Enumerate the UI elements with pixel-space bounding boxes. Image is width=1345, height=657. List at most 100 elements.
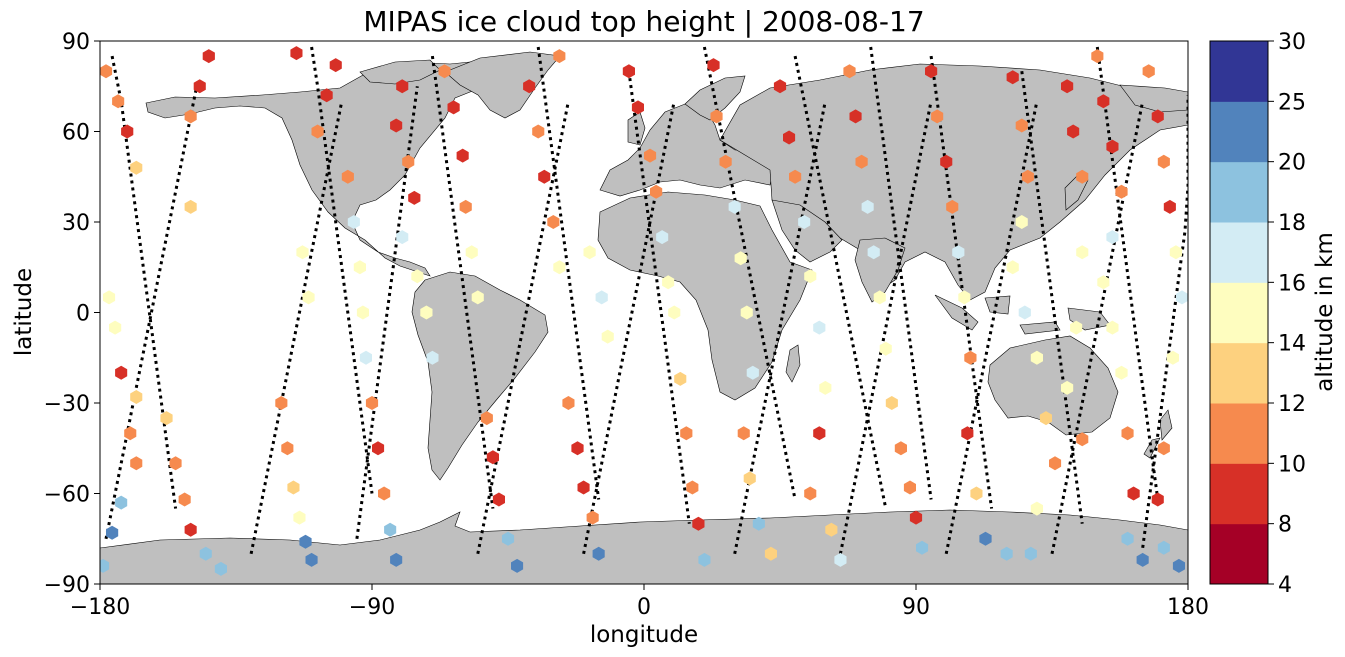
cloud-point — [1151, 109, 1164, 124]
cloud-point — [1021, 169, 1034, 184]
cloud-point — [1015, 215, 1028, 229]
cloud-point — [1097, 94, 1110, 109]
cloud-point — [214, 561, 227, 576]
cloud-point — [281, 441, 294, 456]
cloud-point — [1163, 199, 1176, 214]
cloud-point — [290, 46, 303, 61]
x-tick-label: 180 — [1167, 595, 1209, 620]
cloud-point — [501, 531, 515, 546]
cloud-point — [586, 510, 599, 525]
cloud-point — [121, 124, 134, 139]
cloud-point — [879, 341, 892, 356]
cloud-point — [894, 441, 907, 456]
cloud-point — [124, 426, 137, 441]
cloud-point — [804, 486, 817, 501]
cloud-point — [438, 64, 451, 79]
cloud-point — [925, 64, 938, 79]
cloud-point — [109, 320, 122, 335]
cloud-point — [553, 49, 566, 64]
cloud-point — [103, 290, 116, 305]
colorbar-segment — [1210, 41, 1268, 102]
cloud-point — [940, 154, 953, 169]
colorbar-tick-label: 18 — [1278, 211, 1306, 236]
cloud-point — [1076, 169, 1089, 184]
cloud-point — [1127, 486, 1140, 501]
cloud-point — [819, 380, 832, 395]
cloud-point — [408, 190, 421, 205]
cloud-point — [804, 269, 817, 284]
cloud-point — [532, 124, 545, 139]
cloud-point — [562, 396, 575, 410]
y-tick-label: 30 — [62, 211, 90, 236]
cloud-point — [1067, 124, 1080, 139]
cloud-point — [707, 58, 720, 73]
cloud-point — [680, 426, 693, 441]
cloud-point — [662, 275, 675, 290]
cloud-point — [1024, 546, 1037, 561]
colorbar-segment — [1210, 403, 1268, 464]
orbit-track — [310, 46, 374, 494]
south-america — [411, 271, 549, 481]
colorbar-frame — [1209, 40, 1269, 585]
cloud-point — [1157, 540, 1170, 555]
cloud-point — [184, 199, 197, 214]
colorbar-tick-label: 4 — [1278, 573, 1292, 598]
cloud-point — [459, 199, 472, 214]
cloud-point — [1015, 118, 1028, 133]
cloud-point — [1121, 531, 1134, 546]
cloud-point — [1070, 320, 1083, 335]
colorbar-tick-label: 16 — [1278, 271, 1306, 296]
x-tick-label: 90 — [902, 595, 930, 620]
cloud-point — [746, 365, 759, 380]
cloud-point — [592, 546, 605, 561]
australia — [987, 335, 1119, 436]
cloud-point — [511, 558, 524, 573]
cloud-point — [396, 79, 409, 94]
cloud-point — [287, 480, 300, 495]
cloud-point — [465, 245, 478, 260]
scandinavia — [684, 75, 746, 121]
cloud-point — [411, 269, 424, 284]
cloud-point — [783, 130, 796, 145]
cloud-point — [353, 260, 366, 275]
cloud-point — [1136, 552, 1149, 567]
cloud-point — [752, 516, 765, 531]
x-tick-label: −90 — [349, 595, 395, 620]
cloud-point — [764, 546, 777, 561]
orbit-track — [110, 55, 178, 509]
cloud-point — [650, 184, 663, 199]
cloud-point — [390, 118, 403, 133]
cloud-point — [583, 245, 596, 260]
cloud-point — [320, 88, 333, 103]
cloud-point — [740, 305, 753, 320]
cloud-point — [1172, 558, 1185, 573]
cloud-point — [861, 199, 874, 214]
cloud-point — [577, 480, 590, 495]
cloud-point — [728, 199, 741, 214]
colorbar-segment — [1210, 282, 1268, 344]
india — [854, 237, 906, 303]
cloud-point — [378, 486, 391, 501]
cloud-point — [1115, 184, 1128, 199]
orbit-tracks — [104, 46, 1188, 555]
x-tick-label: 0 — [637, 595, 651, 620]
x-axis: −180 −90 0 90 180 — [70, 584, 1209, 620]
colorbar-tick-label: 14 — [1278, 332, 1306, 357]
cloud-point — [571, 441, 584, 456]
cloud-point — [390, 552, 403, 567]
cloud-point — [843, 64, 856, 79]
arctic-islands — [359, 59, 441, 85]
cloud-point — [471, 290, 484, 305]
y-tick-label: 90 — [62, 30, 90, 55]
cloud-point — [849, 109, 862, 124]
cloud-point — [100, 64, 113, 79]
cloud-point — [631, 100, 644, 115]
cloud-point — [296, 245, 309, 260]
cloud-point — [456, 148, 469, 163]
cloud-point — [347, 215, 360, 229]
colorbar-tick-label: 12 — [1278, 392, 1306, 417]
colorbar-segment — [1210, 342, 1268, 404]
cloud-point — [644, 148, 657, 163]
cloud-point — [595, 290, 608, 305]
y-tick-label: −60 — [44, 483, 90, 508]
